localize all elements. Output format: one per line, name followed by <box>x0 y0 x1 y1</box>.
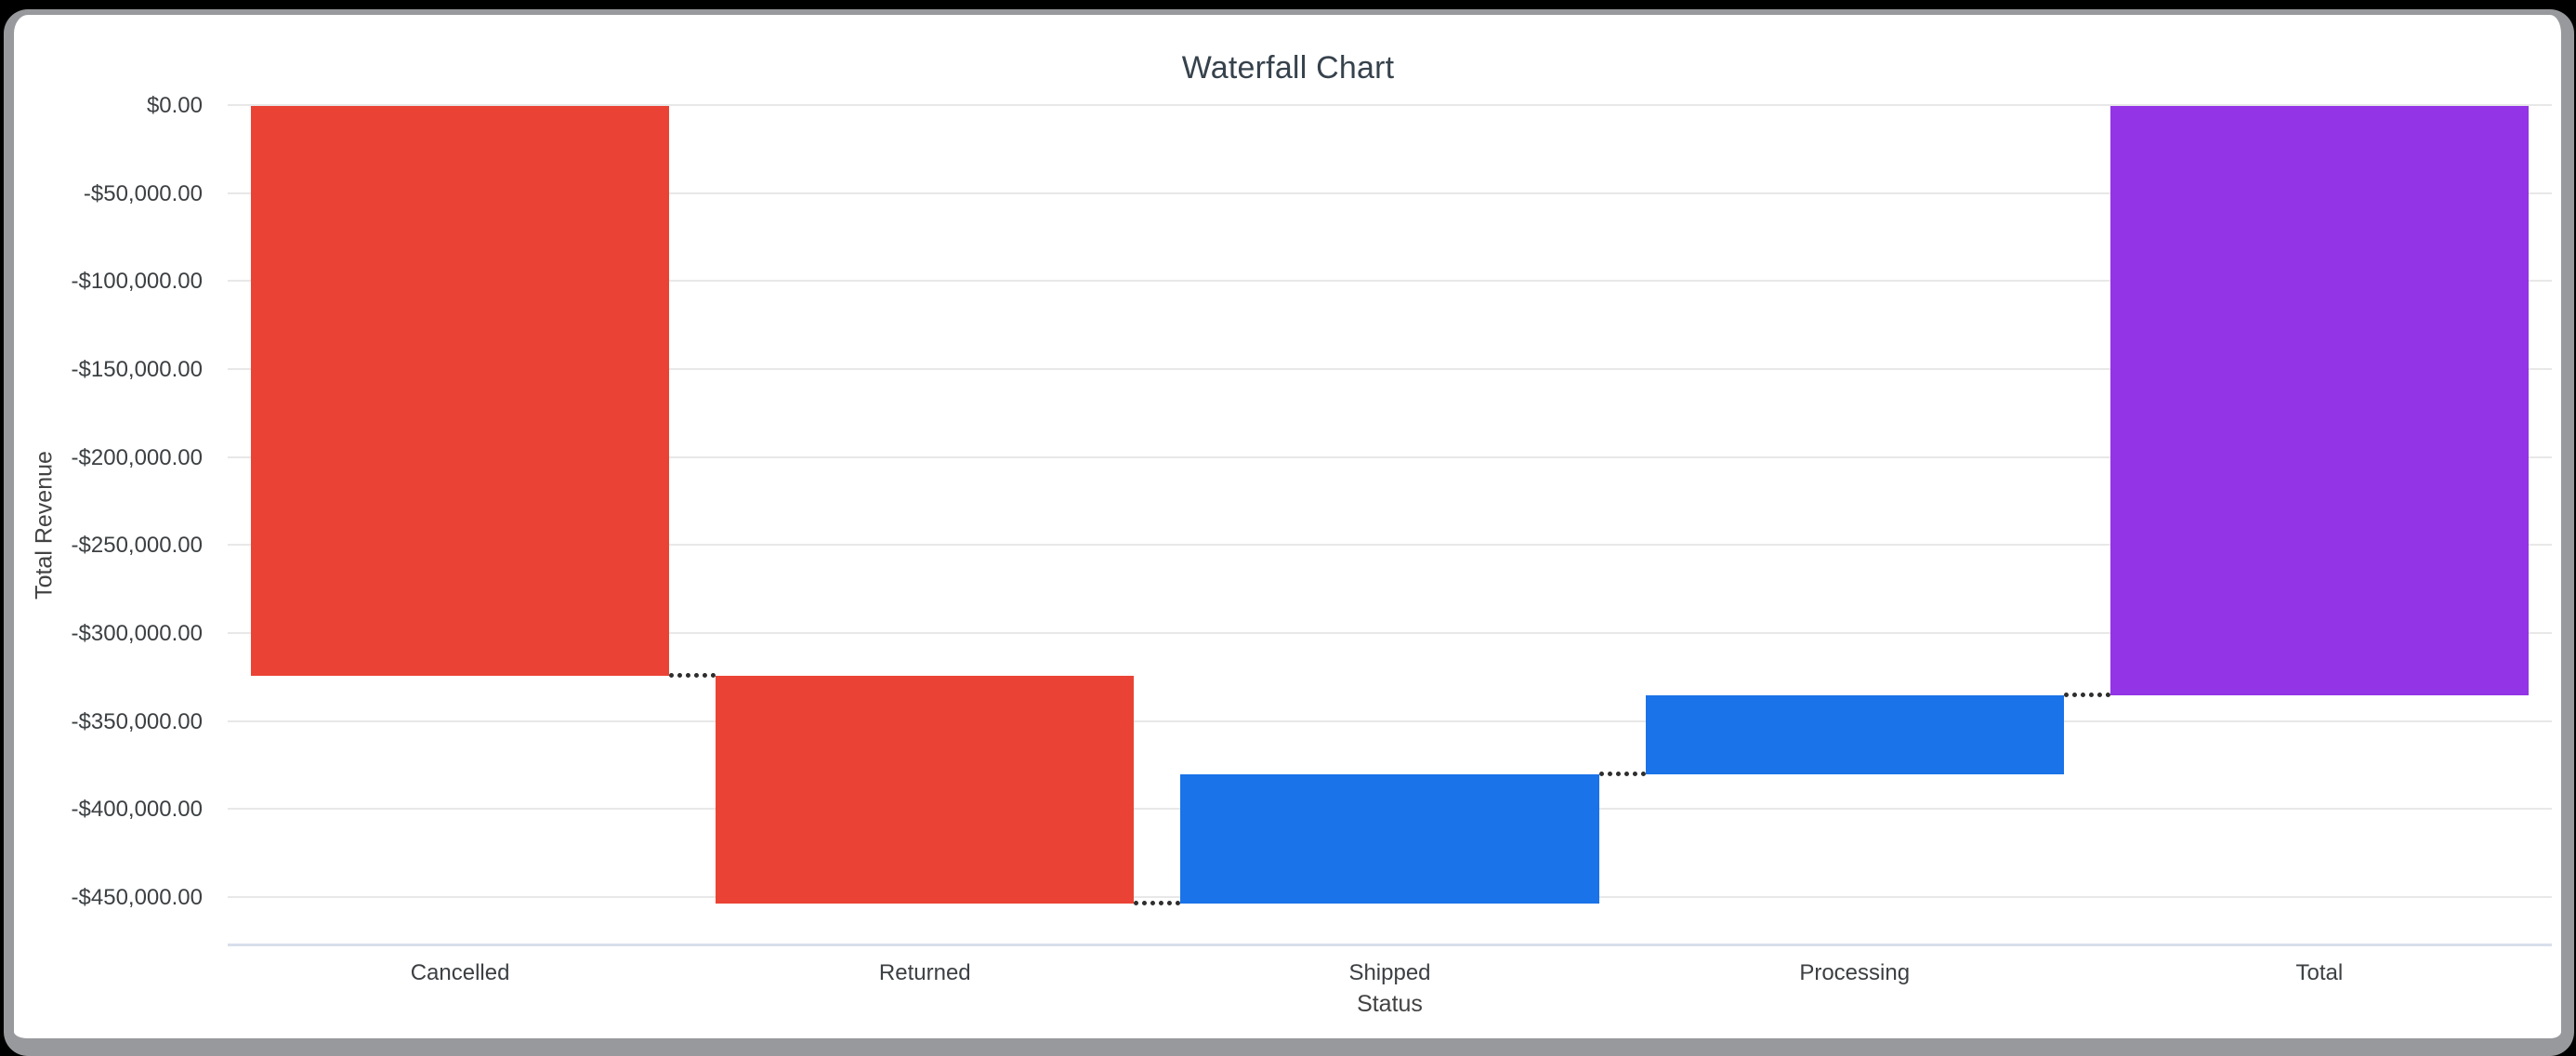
y-tick-label: -$400,000.00 <box>71 797 203 823</box>
y-tick-label: -$200,000.00 <box>71 444 203 470</box>
y-gridline <box>228 104 2552 106</box>
y-tick-label: -$450,000.00 <box>71 884 203 910</box>
x-axis-label-total: Total <box>2295 960 2344 985</box>
x-axis-line <box>228 944 2552 946</box>
waterfall-connector <box>1134 901 1181 906</box>
y-tick-label: $0.00 <box>146 93 203 118</box>
y-tick-label: -$350,000.00 <box>71 708 203 734</box>
waterfall-bar-returned[interactable] <box>716 676 1135 904</box>
y-gridline <box>228 719 2552 722</box>
y-gridline <box>228 544 2552 547</box>
x-axis-label-processing: Processing <box>1799 960 1911 985</box>
waterfall-bar-cancelled[interactable] <box>251 106 670 677</box>
y-gridline <box>228 280 2552 283</box>
y-gridline <box>228 191 2552 194</box>
x-axis-label-cancelled: Cancelled <box>410 960 510 985</box>
y-tick-label: -$100,000.00 <box>71 269 203 295</box>
waterfall-connector <box>2063 692 2110 697</box>
x-axis-label-shipped: Shipped <box>1348 960 1431 985</box>
y-axis-title: Total Revenue <box>31 451 58 600</box>
y-tick-label: -$300,000.00 <box>71 620 203 646</box>
y-gridline <box>228 367 2552 370</box>
y-tick-label: -$250,000.00 <box>71 533 203 559</box>
y-gridline <box>228 631 2552 634</box>
waterfall-bar-total[interactable] <box>2109 106 2529 695</box>
x-axis-label-returned: Returned <box>878 960 971 985</box>
waterfall-bar-shipped[interactable] <box>1180 774 1599 904</box>
x-axis-title: Status <box>1357 991 1423 1017</box>
waterfall-connector <box>1598 772 1646 777</box>
y-gridline <box>228 455 2552 458</box>
chart-title: Waterfall Chart <box>1181 50 1395 86</box>
y-tick-label: -$50,000.00 <box>83 180 203 206</box>
y-tick-label: -$150,000.00 <box>71 356 203 382</box>
waterfall-connector <box>669 673 716 679</box>
waterfall-bar-processing[interactable] <box>1645 694 2064 775</box>
